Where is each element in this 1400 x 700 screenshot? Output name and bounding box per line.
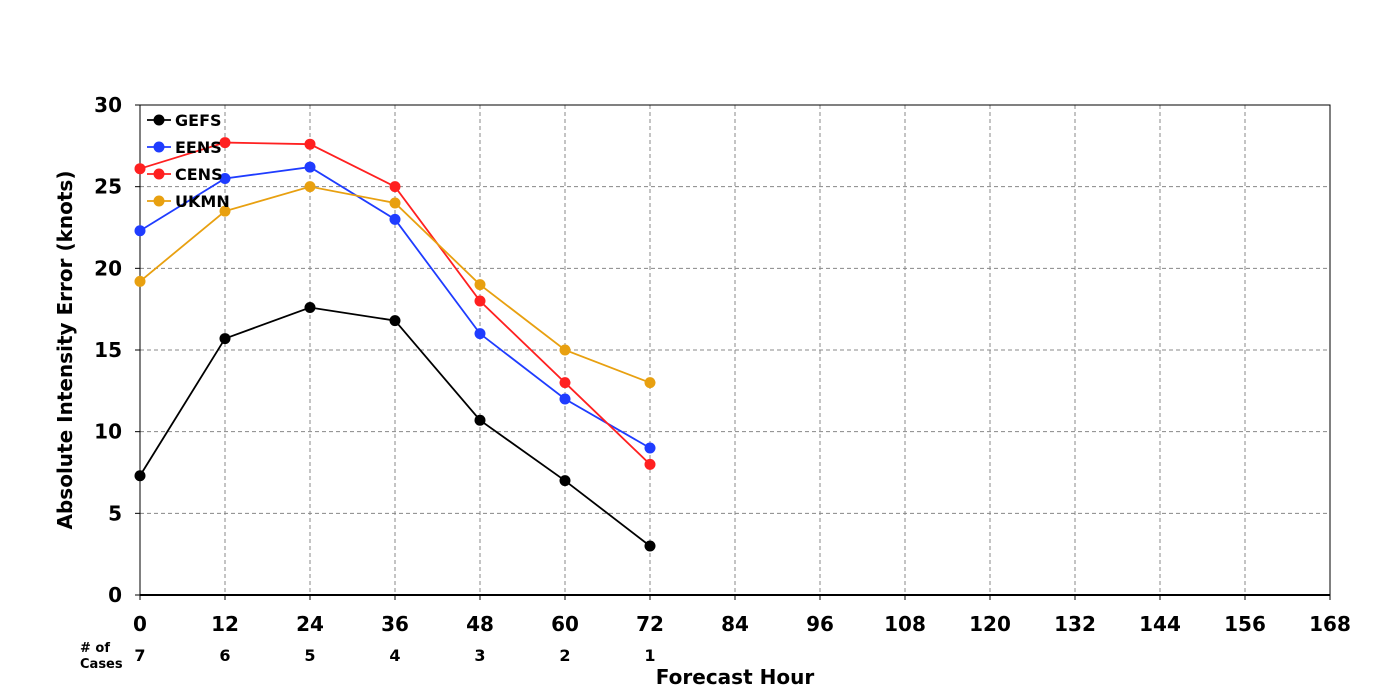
- y-axis-title: Absolute Intensity Error (knots): [53, 171, 77, 530]
- legend-marker-eens: [153, 141, 165, 153]
- cases-counts: 7 6 5 4 3 2 1: [134, 646, 655, 665]
- x-tick-label: 120: [969, 612, 1011, 636]
- data-point-gefs: [304, 302, 316, 314]
- data-point-ukmn: [559, 344, 571, 356]
- data-point-gefs: [474, 414, 486, 426]
- x-tick-label: 108: [884, 612, 926, 636]
- x-axis-ticks: 0 12 24 36 48 60 72 84 96 108 120 132 144 156 168: [133, 595, 1351, 636]
- legend-label-gefs: GEFS: [175, 111, 222, 130]
- data-point-ukmn: [644, 377, 656, 389]
- y-tick-label: 5: [108, 501, 122, 525]
- legend-label-ukmn: UKMN: [175, 192, 230, 211]
- x-tick-label: 168: [1309, 612, 1351, 636]
- cases-count: 3: [474, 646, 485, 665]
- legend-label-cens: CENS: [175, 165, 223, 184]
- x-tick-label: 36: [381, 612, 409, 636]
- x-tick-label: 0: [133, 612, 147, 636]
- data-point-gefs: [219, 333, 231, 345]
- series-lines: [134, 137, 656, 552]
- cases-count: 7: [134, 646, 145, 665]
- y-axis-ticks: 0 5 10 15 20 25 30: [94, 93, 140, 607]
- x-tick-label: 48: [466, 612, 494, 636]
- x-tick-label: 84: [721, 612, 749, 636]
- cases-count: 1: [644, 646, 655, 665]
- x-tick-label: 96: [806, 612, 834, 636]
- data-point-eens: [389, 213, 401, 225]
- data-point-ukmn: [389, 197, 401, 209]
- cases-label-line2: Cases: [80, 657, 123, 672]
- cases-count: 4: [389, 646, 400, 665]
- y-tick-label: 0: [108, 583, 122, 607]
- cases-label-line1: # of: [80, 641, 110, 656]
- data-point-ukmn: [219, 205, 231, 217]
- data-point-eens: [219, 173, 231, 184]
- x-tick-label: 60: [551, 612, 579, 636]
- data-point-cens: [134, 163, 146, 175]
- y-tick-label: 30: [94, 93, 122, 117]
- legend: GEFS EENS CENS UKMN: [147, 111, 230, 211]
- y-tick-label: 15: [94, 338, 122, 362]
- legend-marker-cens: [153, 168, 165, 180]
- data-point-eens: [474, 328, 486, 340]
- data-point-gefs: [134, 470, 146, 482]
- legend-marker-ukmn: [153, 195, 165, 207]
- data-point-ukmn: [134, 275, 146, 287]
- x-tick-label: 72: [636, 612, 664, 636]
- x-tick-label: 24: [296, 612, 324, 636]
- x-tick-label: 144: [1139, 612, 1181, 636]
- data-point-gefs: [644, 540, 656, 552]
- x-tick-label: 12: [211, 612, 239, 636]
- data-point-cens: [644, 458, 656, 470]
- data-point-gefs: [389, 315, 401, 327]
- data-point-ukmn: [474, 279, 486, 291]
- data-point-gefs: [559, 475, 571, 487]
- data-point-eens: [644, 442, 656, 454]
- y-tick-label: 25: [94, 175, 122, 199]
- legend-marker-gefs: [153, 114, 165, 126]
- x-tick-label: 156: [1224, 612, 1266, 636]
- data-point-cens: [474, 295, 486, 307]
- data-point-eens: [559, 393, 571, 405]
- data-point-eens: [304, 161, 316, 173]
- data-point-cens: [304, 138, 316, 150]
- x-axis-title: Forecast Hour: [656, 665, 815, 689]
- cases-count: 5: [304, 646, 315, 665]
- cases-count: 2: [559, 646, 570, 665]
- x-tick-label: 132: [1054, 612, 1096, 636]
- cases-count: 6: [219, 646, 230, 665]
- data-point-cens: [219, 137, 231, 149]
- data-point-ukmn: [304, 181, 316, 193]
- y-tick-label: 10: [94, 420, 122, 444]
- data-point-cens: [389, 181, 401, 193]
- legend-label-eens: EENS: [175, 138, 222, 157]
- data-point-eens: [134, 225, 146, 237]
- grid-lines: [140, 105, 1330, 595]
- data-point-cens: [559, 377, 571, 389]
- y-tick-label: 20: [94, 256, 122, 280]
